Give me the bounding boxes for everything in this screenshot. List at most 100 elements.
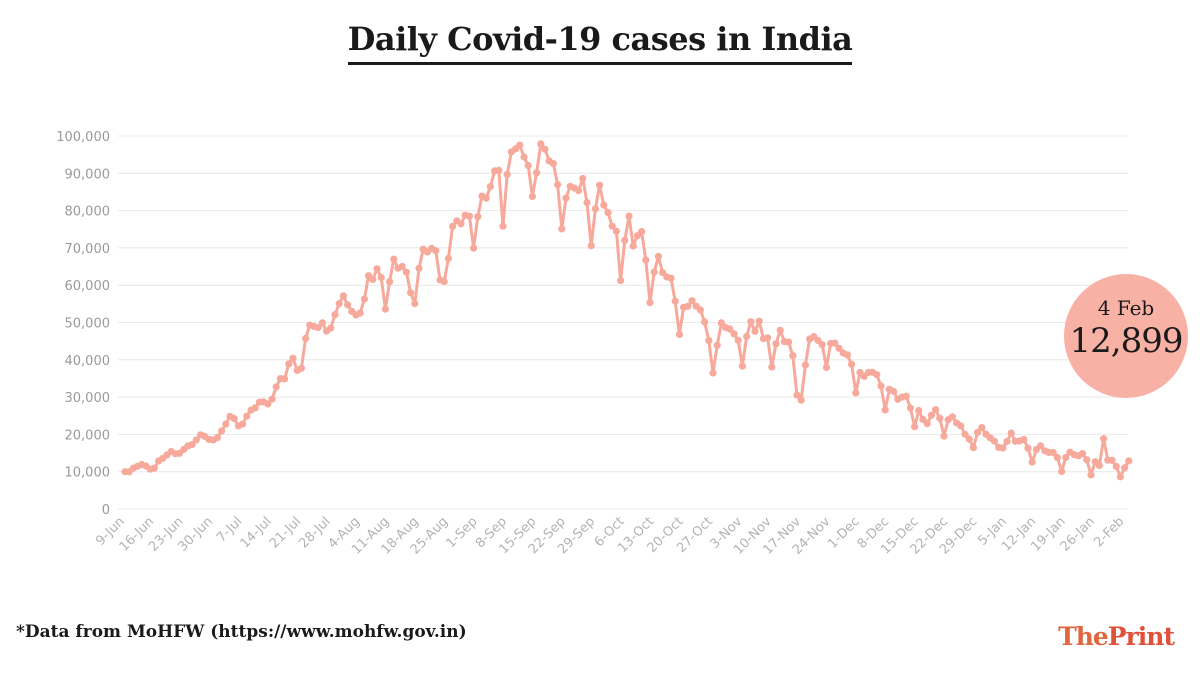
data-point bbox=[297, 364, 305, 372]
data-point bbox=[213, 434, 221, 442]
x-tick-label: 21-Jul bbox=[267, 514, 304, 551]
data-point bbox=[1125, 457, 1133, 465]
logo-the: The bbox=[1058, 622, 1109, 651]
x-tick-label: 2-Feb bbox=[1091, 514, 1127, 550]
data-point bbox=[785, 338, 793, 346]
gridlines bbox=[118, 135, 1128, 510]
data-point bbox=[936, 414, 944, 422]
data-point bbox=[579, 174, 587, 183]
data-point bbox=[449, 222, 457, 230]
data-point bbox=[470, 244, 478, 252]
data-point bbox=[558, 225, 566, 233]
data-point bbox=[650, 268, 658, 276]
data-point bbox=[1024, 444, 1032, 452]
data-point bbox=[516, 141, 524, 149]
data-point bbox=[251, 404, 259, 412]
data-point bbox=[285, 360, 293, 368]
data-point bbox=[386, 278, 394, 286]
data-point bbox=[604, 209, 612, 217]
data-point bbox=[915, 407, 923, 415]
data-point bbox=[608, 222, 616, 230]
data-point bbox=[537, 140, 545, 148]
data-point bbox=[911, 423, 919, 431]
data-point bbox=[743, 332, 751, 341]
data-point bbox=[390, 255, 398, 263]
data-point bbox=[881, 406, 889, 414]
data-point bbox=[696, 306, 705, 314]
data-point bbox=[705, 337, 713, 345]
data-point bbox=[192, 436, 200, 444]
data-point bbox=[402, 268, 410, 276]
data-point bbox=[625, 212, 633, 220]
badge-value: 12,899 bbox=[1069, 321, 1184, 361]
data-point bbox=[474, 213, 482, 221]
data-point bbox=[713, 341, 721, 349]
data-point bbox=[1083, 456, 1091, 464]
y-axis-ticks: 0 10,000 20,000 30,000 40,000 50,000 60,000 70,… bbox=[56, 130, 110, 518]
data-point bbox=[684, 302, 692, 310]
data-point bbox=[268, 395, 276, 403]
data-point bbox=[243, 412, 251, 420]
data-point bbox=[230, 415, 238, 423]
data-point bbox=[356, 309, 364, 317]
data-point bbox=[801, 361, 810, 369]
data-point bbox=[314, 323, 322, 332]
data-point bbox=[843, 351, 852, 359]
data-point bbox=[612, 227, 621, 235]
data-point bbox=[1121, 464, 1129, 472]
y-tick-label: 0 bbox=[102, 503, 110, 518]
data-point bbox=[969, 444, 978, 452]
data-point bbox=[948, 413, 957, 421]
data-point bbox=[646, 299, 654, 307]
data-point bbox=[587, 242, 595, 250]
badge-date: 4 Feb bbox=[1097, 296, 1155, 320]
data-points bbox=[121, 140, 1133, 481]
data-point bbox=[549, 160, 558, 168]
data-point bbox=[302, 334, 310, 343]
data-point bbox=[999, 444, 1007, 452]
x-axis-ticks: 9-Jun16-Jun23-Jun30-Jun7-Jul14-Jul21-Jul… bbox=[93, 514, 1127, 558]
data-point bbox=[1037, 442, 1045, 450]
data-point bbox=[1112, 462, 1120, 470]
data-point bbox=[906, 404, 915, 412]
data-point bbox=[533, 169, 541, 177]
data-point bbox=[701, 318, 709, 326]
data-point bbox=[222, 420, 230, 428]
data-point bbox=[1116, 473, 1124, 481]
data-point bbox=[1087, 471, 1095, 479]
y-tick-label: 70,000 bbox=[65, 242, 111, 257]
data-point bbox=[407, 289, 415, 297]
data-point bbox=[457, 220, 465, 228]
y-tick-label: 80,000 bbox=[65, 205, 111, 220]
data-point bbox=[923, 420, 931, 428]
data-point bbox=[638, 228, 646, 236]
data-point bbox=[411, 300, 419, 308]
data-point bbox=[978, 424, 986, 432]
data-point bbox=[747, 318, 755, 326]
data-point bbox=[591, 205, 600, 213]
data-point bbox=[726, 325, 734, 333]
data-point bbox=[1007, 429, 1015, 437]
data-point bbox=[621, 236, 629, 244]
data-point bbox=[768, 363, 776, 371]
y-tick-label: 10,000 bbox=[65, 466, 111, 481]
data-point bbox=[499, 222, 507, 230]
data-point bbox=[835, 344, 843, 352]
data-point bbox=[764, 334, 772, 342]
data-point bbox=[239, 420, 247, 428]
data-point bbox=[482, 194, 490, 202]
data-point bbox=[789, 352, 797, 360]
data-point bbox=[755, 317, 763, 325]
data-point bbox=[1095, 461, 1103, 470]
series-line bbox=[123, 142, 1131, 479]
data-point bbox=[793, 391, 801, 399]
chart-title: Daily Covid-19 cases in India bbox=[0, 20, 1200, 65]
data-point bbox=[281, 375, 289, 383]
data-point bbox=[272, 383, 280, 391]
data-point bbox=[554, 181, 562, 189]
data-point bbox=[373, 265, 381, 273]
data-point bbox=[1062, 453, 1070, 461]
data-point bbox=[734, 336, 742, 344]
data-point bbox=[528, 192, 537, 200]
y-tick-label: 20,000 bbox=[65, 428, 111, 443]
